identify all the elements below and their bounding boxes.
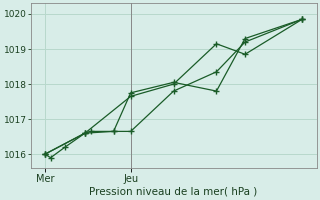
X-axis label: Pression niveau de la mer( hPa ): Pression niveau de la mer( hPa )	[90, 187, 258, 197]
